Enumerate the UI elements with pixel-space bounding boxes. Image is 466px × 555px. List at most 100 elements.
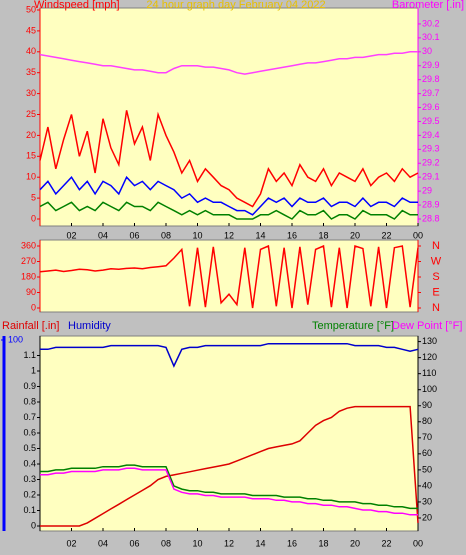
y-tick-label: 20 — [26, 130, 36, 140]
barometer-axis-label: Barometer [.in] — [392, 0, 464, 11]
x-tick-label: 10 — [192, 230, 202, 240]
y-tick-label: 25 — [26, 109, 36, 119]
x-tick-label: 08 — [161, 538, 171, 548]
y-tick-label: 180 — [21, 271, 36, 281]
y-tick-label: 50 — [26, 4, 36, 14]
y-tick-label: 0.7 — [23, 412, 36, 422]
series-line — [39, 244, 419, 309]
y2-tick-label: 29.4 — [422, 130, 440, 140]
y2-tick-label: N — [432, 302, 440, 314]
y-tick-label: 10 — [26, 172, 36, 182]
y2-tick-label: 29.5 — [422, 116, 440, 126]
y3-tick-label: 100 — [8, 334, 23, 344]
y2-tick-label: S — [432, 271, 439, 283]
y2-tick-label: 29.3 — [422, 144, 440, 154]
y2-tick-label: E — [432, 286, 439, 298]
y2-tick-label: N — [432, 240, 440, 252]
x-tick-label: 16 — [287, 538, 297, 548]
x-tick-label: 02 — [66, 230, 76, 240]
y2-tick-label: 30.1 — [422, 32, 440, 42]
y2-tick-label: 29.8 — [422, 74, 440, 84]
series-line — [39, 51, 418, 75]
series-line — [40, 467, 418, 516]
y2-tick-label: 30 — [422, 46, 432, 56]
y-tick-label: 15 — [26, 151, 36, 161]
x-tick-label: 20 — [350, 230, 360, 240]
y-tick-label: 0.3 — [23, 474, 36, 484]
y2-tick-label: W — [431, 255, 442, 267]
y-tick-label: 360 — [21, 240, 36, 250]
y2-tick-label: 29 — [422, 186, 432, 196]
y-tick-label: 1.1 — [23, 350, 36, 360]
plot-area — [39, 7, 419, 227]
y2-tick-label: 30.2 — [422, 18, 440, 28]
x-tick-label: 12 — [224, 538, 234, 548]
y-tick-label: 0.2 — [23, 489, 36, 499]
y2-tick-label: 30 — [422, 496, 432, 506]
y2-tick-label: 28.9 — [422, 199, 440, 209]
y-tick-label: 35 — [26, 67, 36, 77]
y-tick-label: 90 — [26, 287, 36, 297]
x-tick-label: 04 — [98, 538, 108, 548]
y-tick-label: 0.6 — [23, 427, 36, 437]
y2-tick-label: 29.9 — [422, 60, 440, 70]
y2-tick-label: 100 — [422, 384, 437, 394]
y2-tick-label: 29.6 — [422, 102, 440, 112]
y2-tick-label: 130 — [422, 336, 437, 346]
x-tick-label: 18 — [318, 538, 328, 548]
y2-tick-label: 80 — [422, 416, 432, 426]
chart-title: 24 hour graph day February 04 2022 — [146, 0, 325, 11]
wind-axis-label: Windspeed [mph] — [34, 0, 120, 11]
x-tick-label: 08 — [161, 230, 171, 240]
y2-tick-label: 110 — [422, 368, 436, 378]
y-tick-label: 0.9 — [23, 381, 36, 391]
series-label: Rainfall [.in] — [2, 320, 59, 332]
y-tick-label: 0.1 — [23, 505, 36, 515]
y2-tick-label: 50 — [422, 464, 432, 474]
y-tick-label: 45 — [26, 25, 36, 35]
x-tick-label: 12 — [224, 230, 234, 240]
x-tick-label: 18 — [318, 230, 328, 240]
y2-tick-label: 40 — [422, 480, 432, 490]
x-tick-label: 20 — [350, 538, 360, 548]
y-tick-label: 30 — [26, 88, 36, 98]
series-label: Temperature [°F] — [312, 320, 394, 332]
x-tick-label: 06 — [129, 230, 139, 240]
series-label: Dew Point [°F] — [392, 320, 462, 332]
y-tick-label: 40 — [26, 46, 36, 56]
series-label: Humidity — [68, 320, 111, 332]
x-tick-label: 04 — [98, 230, 108, 240]
series-line — [39, 110, 419, 208]
y-tick-label: 0.8 — [23, 396, 36, 406]
x-tick-label: 14 — [255, 538, 265, 548]
y2-tick-label: 28.8 — [422, 213, 440, 223]
x-tick-label: 22 — [381, 538, 391, 548]
plot-area — [39, 239, 419, 313]
x-tick-label: 00 — [413, 230, 423, 240]
y2-tick-label: 29.7 — [422, 88, 440, 98]
series-line — [39, 201, 418, 220]
x-tick-label: 02 — [66, 538, 76, 548]
series-line — [39, 175, 418, 216]
y2-tick-label: 90 — [422, 400, 432, 410]
x-tick-label: 10 — [192, 538, 202, 548]
y-tick-label: 1 — [31, 365, 36, 375]
y2-tick-label: 60 — [422, 448, 432, 458]
plot-area — [39, 335, 419, 532]
x-tick-label: 22 — [381, 230, 391, 240]
series-line — [40, 342, 419, 368]
y-tick-label: 5 — [31, 192, 36, 202]
y-tick-label: 0 — [31, 302, 36, 312]
y-tick-label: 0.5 — [23, 443, 36, 453]
series-line — [40, 405, 419, 527]
y-tick-label: 0.4 — [23, 458, 36, 468]
series-line — [40, 464, 418, 510]
y-tick-label: 0 — [31, 213, 36, 223]
x-tick-label: 00 — [413, 538, 423, 548]
x-tick-label: 14 — [255, 230, 265, 240]
y2-tick-label: 20 — [422, 512, 432, 522]
y2-tick-label: 29.2 — [422, 158, 440, 168]
y2-tick-label: 120 — [422, 352, 437, 362]
y-tick-label: 0 — [31, 520, 36, 530]
